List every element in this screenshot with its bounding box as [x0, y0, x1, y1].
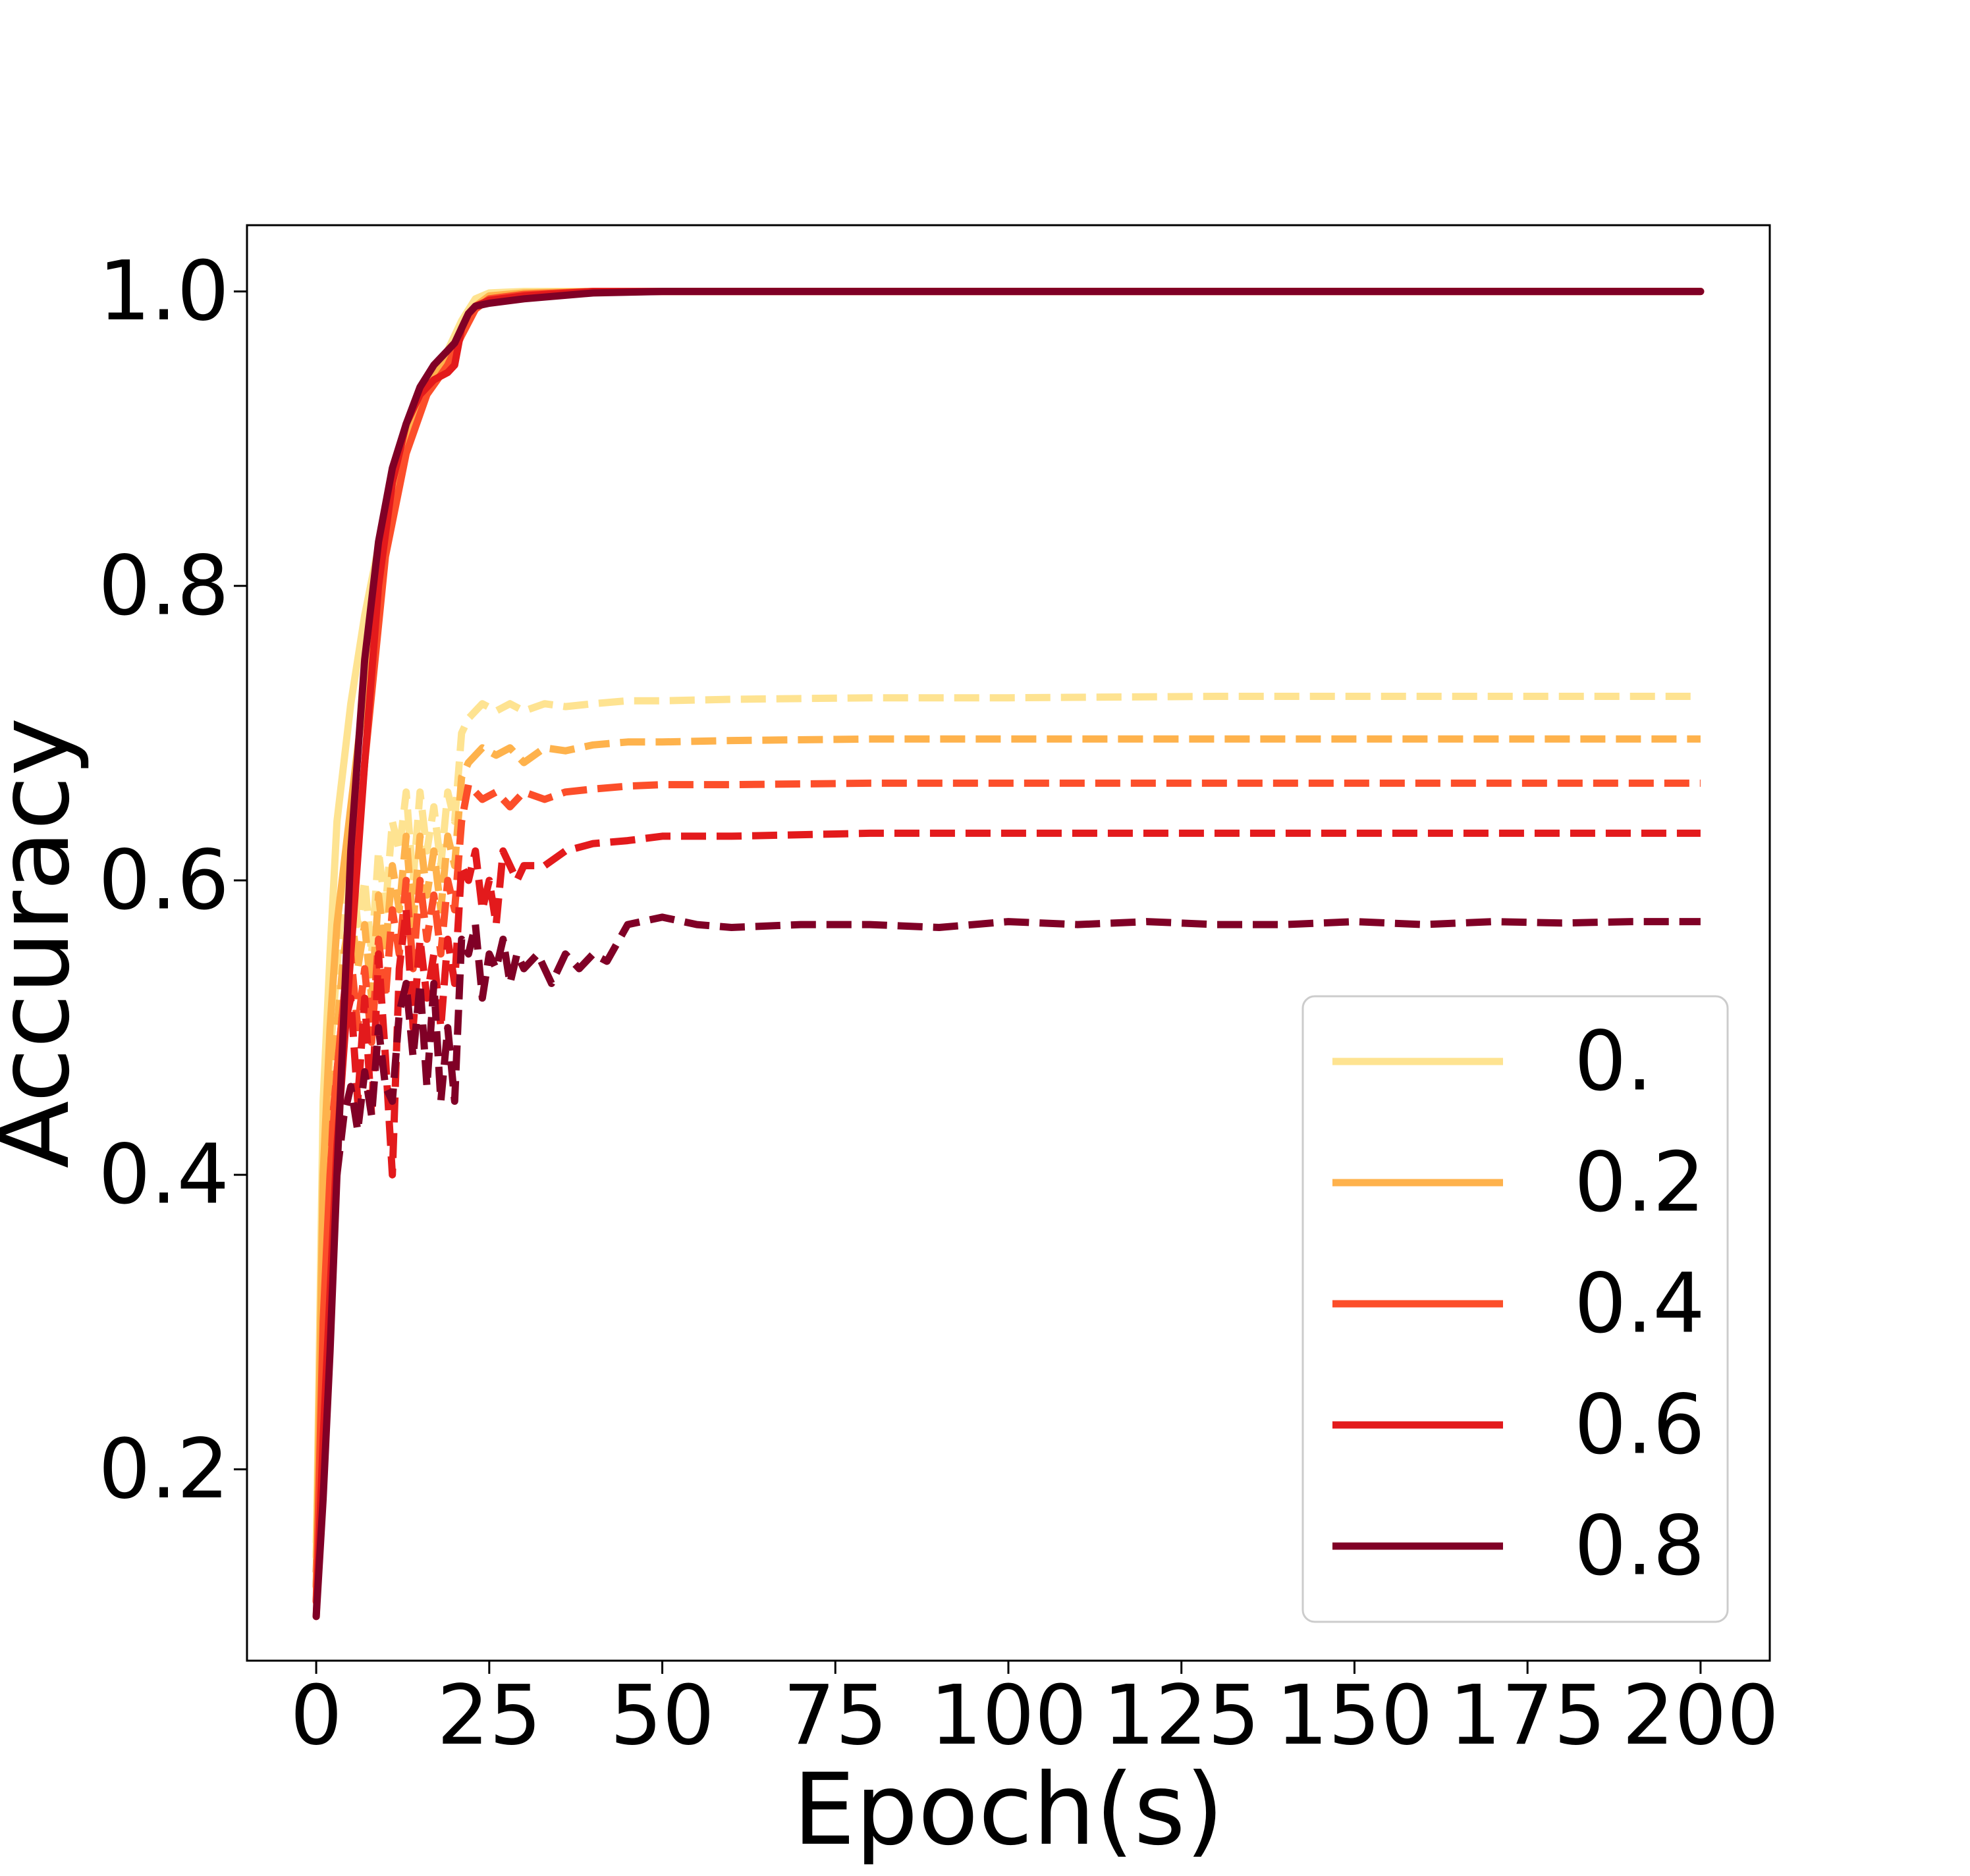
series-layer — [312, 288, 1705, 1621]
series-line-test-3 — [312, 829, 1701, 1588]
x-tick-label: 125 — [1103, 1668, 1260, 1763]
series-line-test-4 — [312, 913, 1701, 1602]
x-axis-title: Epoch(s) — [793, 1753, 1224, 1867]
y-axis-ticks: 0.2 0.4 0.6 0.8 1.0 — [98, 244, 247, 1517]
x-tick-label: 25 — [437, 1668, 541, 1763]
series-line-train-4 — [312, 288, 1705, 1621]
series-line-test-1 — [312, 735, 1701, 1558]
x-tick-label: 50 — [610, 1668, 715, 1763]
legend-label-3: 0.6 — [1574, 1378, 1705, 1473]
legend-box — [1301, 995, 1729, 1623]
series-line-test-0 — [312, 693, 1701, 1543]
x-tick-label: 75 — [783, 1668, 888, 1763]
legend-label-2: 0.4 — [1574, 1256, 1705, 1352]
legend-label-4: 0.8 — [1574, 1499, 1705, 1594]
y-axis-title: Accuracy — [0, 718, 92, 1169]
x-tick-label: 150 — [1276, 1668, 1433, 1763]
x-tick-label: 200 — [1622, 1668, 1780, 1763]
y-tick-label: 0.2 — [98, 1422, 229, 1517]
y-tick-label: 0.8 — [98, 538, 229, 633]
x-axis-ticks: 0 25 50 75 100 125 150 175 200 — [290, 1661, 1779, 1763]
y-tick-label: 1.0 — [98, 244, 229, 339]
legend-label-0: 0. — [1574, 1014, 1653, 1110]
series-line-test-2 — [312, 779, 1701, 1572]
x-tick-label: 100 — [930, 1668, 1087, 1763]
y-tick-label: 0.6 — [98, 832, 229, 928]
legend: 0. 0.2 0.4 0.6 0.8 — [1301, 995, 1729, 1623]
x-tick-label: 0 — [290, 1668, 342, 1763]
legend-items: 0. 0.2 0.4 0.6 0.8 — [1332, 1014, 1705, 1594]
x-tick-label: 175 — [1449, 1668, 1606, 1763]
legend-label-1: 0.2 — [1574, 1135, 1705, 1231]
y-tick-label: 0.4 — [98, 1127, 229, 1223]
